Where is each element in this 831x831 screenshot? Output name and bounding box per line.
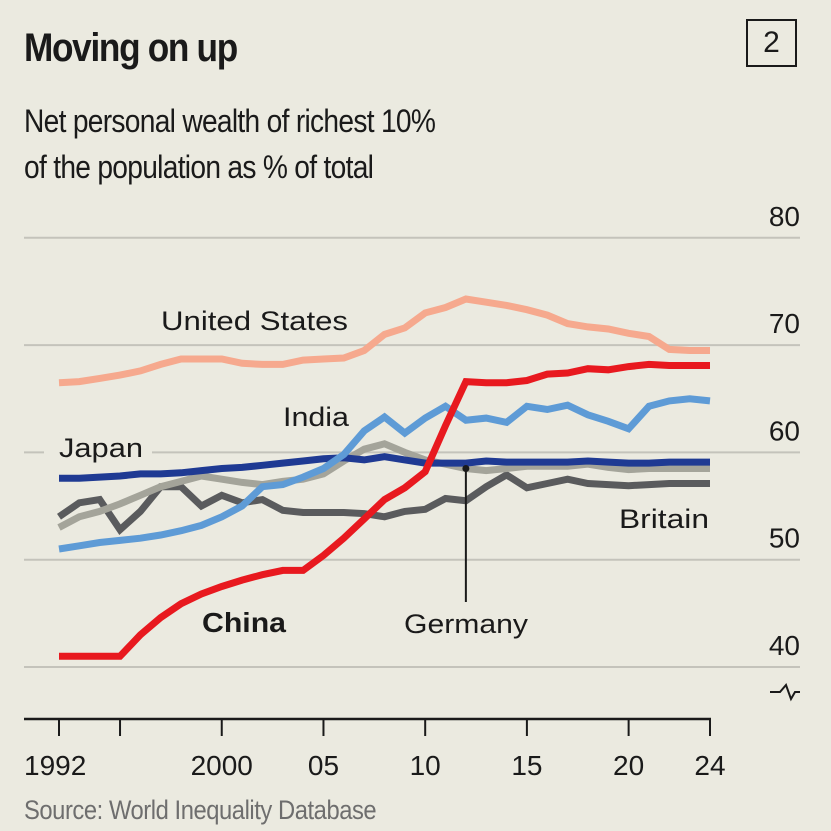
x-tick-label-2010: 10 bbox=[410, 750, 441, 781]
y-tick-label-70: 70 bbox=[769, 308, 800, 339]
series-line-india bbox=[58, 395, 711, 553]
x-tick-label-1992: 1992 bbox=[24, 750, 86, 781]
x-tick-label-2005: 05 bbox=[308, 750, 339, 781]
chart-subtitle: Net personal wealth of richest 10% of th… bbox=[24, 98, 436, 190]
series-line-united-states bbox=[58, 295, 710, 387]
y-tick-label-80: 80 bbox=[769, 201, 800, 232]
y-tick-label-60: 60 bbox=[769, 415, 800, 446]
y-axis-labels: 40 50 60 70 80 bbox=[769, 201, 800, 661]
series-lines bbox=[57, 295, 711, 660]
x-tick-label-2000: 2000 bbox=[191, 750, 253, 781]
y-tick-label-50: 50 bbox=[769, 523, 800, 554]
y-tick-label-40: 40 bbox=[769, 630, 800, 661]
series-line-japan bbox=[59, 453, 710, 482]
series-line-germany bbox=[57, 440, 710, 531]
label-germany: Germany bbox=[404, 609, 529, 639]
subtitle-line-1: Net personal wealth of richest 10% bbox=[24, 103, 436, 139]
label-china: China bbox=[202, 607, 286, 638]
x-axis: 1992 2000 05 10 15 20 24 bbox=[24, 717, 726, 781]
label-japan: Japan bbox=[59, 433, 143, 463]
label-india: India bbox=[283, 402, 350, 432]
series-line-china bbox=[59, 360, 710, 660]
source-note: Source: World Inequality Database bbox=[24, 795, 377, 825]
label-gap bbox=[44, 449, 152, 456]
label-united-states: United States bbox=[161, 306, 348, 336]
gridlines bbox=[24, 236, 800, 668]
axis-break-icon bbox=[770, 683, 800, 702]
series-labels: United States India Japan Britain China … bbox=[59, 306, 709, 639]
x-tick-label-2015: 15 bbox=[511, 750, 542, 781]
axis-break-icon bbox=[770, 683, 800, 702]
label-britain: Britain bbox=[619, 504, 709, 534]
germany-leader-dot bbox=[462, 464, 470, 472]
x-tick-label-2024: 24 bbox=[694, 750, 725, 781]
chart-title: Moving on up bbox=[24, 26, 238, 70]
chart-number-badge: 2 bbox=[746, 19, 797, 67]
x-tick-label-2020: 20 bbox=[613, 750, 644, 781]
subtitle-line-2: of the population as % of total bbox=[24, 149, 374, 185]
